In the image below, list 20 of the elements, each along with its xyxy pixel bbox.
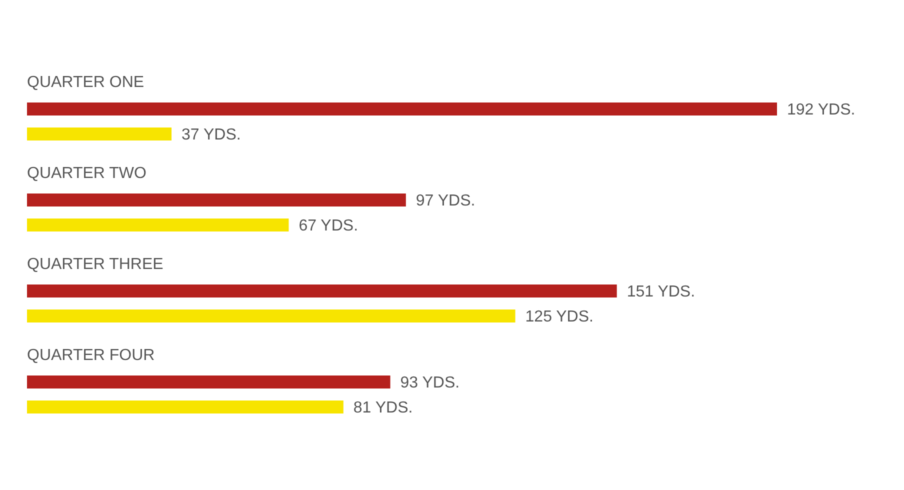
data-label: 192 YDS. bbox=[787, 101, 856, 118]
data-label: 67 YDS. bbox=[298, 217, 358, 234]
y-tick-label: QUARTER TWO bbox=[27, 164, 146, 182]
bar bbox=[27, 375, 390, 388]
data-label: 125 YDS. bbox=[525, 308, 594, 326]
y-tick-label: QUARTER ONE bbox=[27, 74, 144, 91]
bar bbox=[27, 128, 172, 141]
data-label: 81 YDS. bbox=[353, 399, 413, 416]
bar bbox=[27, 284, 617, 298]
bar bbox=[27, 193, 406, 206]
y-tick-label: QUARTER THREE bbox=[27, 256, 164, 273]
bar bbox=[27, 310, 516, 323]
bar bbox=[27, 218, 289, 232]
bar bbox=[27, 102, 777, 116]
data-label: 97 YDS. bbox=[416, 192, 476, 210]
data-label: 37 YDS. bbox=[182, 126, 241, 144]
bar bbox=[27, 400, 344, 414]
data-label: 151 YDS. bbox=[626, 283, 696, 300]
y-tick-label: QUARTER FOUR bbox=[27, 346, 155, 364]
data-label: 93 YDS. bbox=[400, 374, 460, 392]
